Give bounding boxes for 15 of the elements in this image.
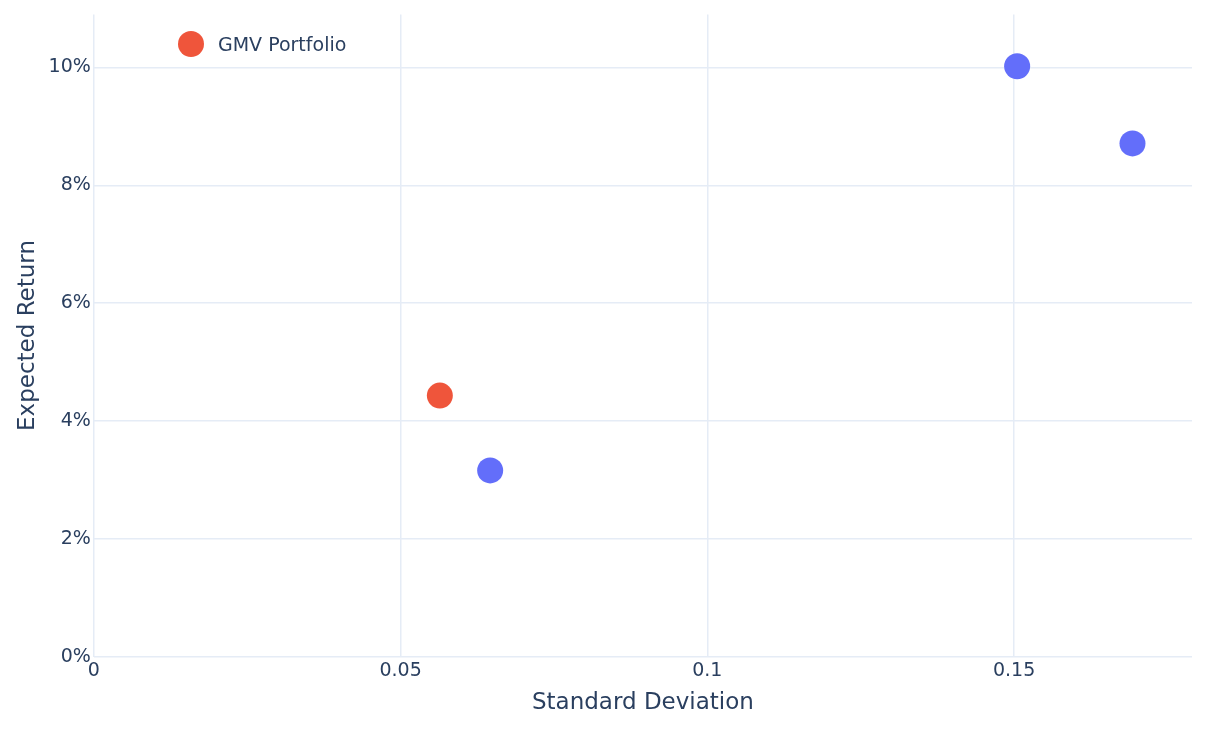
x-tick-label: 0.15: [992, 657, 1036, 680]
point: [477, 457, 504, 484]
x-tick-label: 0.1: [692, 657, 723, 680]
point: [426, 382, 453, 409]
point: [1004, 53, 1031, 80]
y-tick-label: 2%: [60, 525, 91, 548]
x-tick-label: 0.05: [379, 657, 422, 680]
y-tick-label: 4%: [60, 407, 91, 430]
point: [1119, 130, 1146, 157]
y-axis-title: Expected Return: [12, 240, 39, 431]
y-tick-label: 6%: [60, 290, 91, 313]
y-tick-label: 10%: [48, 54, 91, 77]
y-tick-label: 8%: [60, 172, 91, 195]
x-axis-title: Standard Deviation: [531, 688, 754, 715]
legend-label: GMV Portfolio: [218, 32, 347, 55]
